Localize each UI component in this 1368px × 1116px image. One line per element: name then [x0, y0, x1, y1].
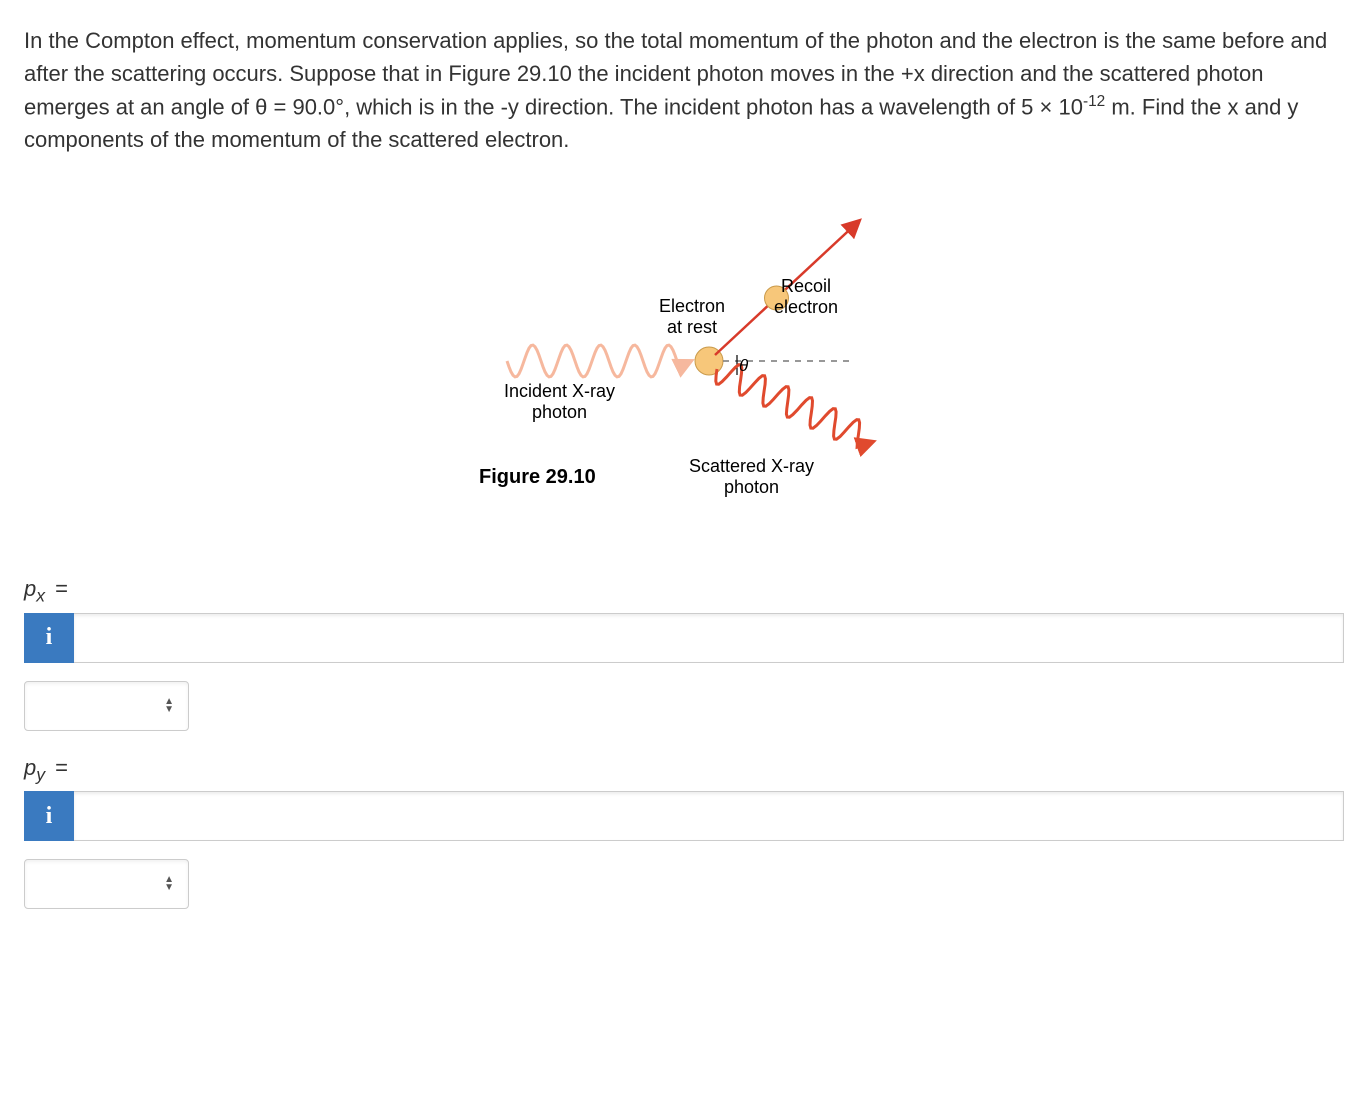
figure-caption: Figure 29.10 [479, 466, 596, 489]
figure-29-10: Electronat rest Recoilelectron Incident … [459, 196, 909, 516]
label-incident-photon: Incident X-rayphoton [504, 381, 615, 422]
py-unit-select[interactable]: ▲▼ [24, 859, 189, 909]
stepper-icon: ▲▼ [164, 698, 174, 714]
question-text: In the Compton effect, momentum conserva… [24, 24, 1344, 156]
px-input[interactable] [74, 613, 1344, 663]
label-theta: θ [739, 356, 748, 376]
label-recoil-electron: Recoilelectron [774, 276, 838, 317]
info-button-py[interactable]: i [24, 791, 74, 841]
answer-block-py: py = i ▲▼ [24, 755, 1344, 909]
answer-block-px: px = i ▲▼ [24, 576, 1344, 730]
label-electron-at-rest: Electronat rest [659, 296, 725, 337]
info-button-px[interactable]: i [24, 613, 74, 663]
label-scattered-photon: Scattered X-rayphoton [689, 456, 814, 497]
py-label: py = [24, 755, 1344, 785]
figure-container: Electronat rest Recoilelectron Incident … [24, 196, 1344, 516]
stepper-icon: ▲▼ [164, 876, 174, 892]
px-label: px = [24, 576, 1344, 606]
py-input[interactable] [74, 791, 1344, 841]
px-unit-select[interactable]: ▲▼ [24, 681, 189, 731]
